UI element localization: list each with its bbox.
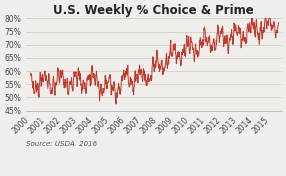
Text: Source: USDA  2016: Source: USDA 2016 bbox=[26, 141, 97, 147]
Title: U.S. Weekly % Choice & Prime: U.S. Weekly % Choice & Prime bbox=[53, 4, 254, 17]
